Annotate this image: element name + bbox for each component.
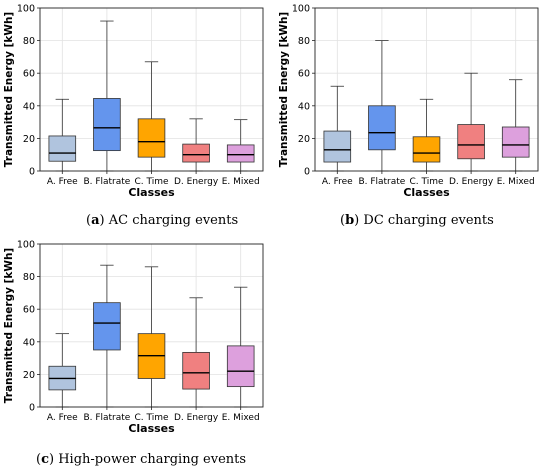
x-tick-label: C. Time xyxy=(409,177,443,187)
y-tick-label: 20 xyxy=(23,370,35,381)
y-tick-label: 80 xyxy=(23,272,35,283)
x-axis-title: Classes xyxy=(128,422,175,435)
x-tick-label: A. Free xyxy=(322,177,353,187)
box-plot-hpc: 0 20 40 60 80 100 A. Free B. Flatrate C. Time D. … xyxy=(3,240,264,435)
caption-dc: (b) DC charging events xyxy=(340,213,494,228)
box-3 xyxy=(412,136,441,163)
y-tick-label: 20 xyxy=(298,134,310,145)
chart-panel-a: 0 20 40 60 80 100 A. Free B. Flatrate C. Time D. … xyxy=(0,0,275,236)
box-5 xyxy=(226,345,255,388)
y-tick-label: 100 xyxy=(292,4,310,15)
y-tick-label: 60 xyxy=(23,305,35,316)
x-tick-label: E. Mixed xyxy=(222,413,260,423)
chart-panel-b: 0 20 40 60 80 100 A. Free B. Flatrate C. Time D. … xyxy=(275,0,550,236)
box-4 xyxy=(182,143,210,163)
box-1 xyxy=(48,135,77,162)
box-2 xyxy=(368,105,396,151)
x-tick-label: B. Flatrate xyxy=(83,413,130,423)
box-4 xyxy=(182,351,210,390)
box-plot-dc: 0 20 40 60 80 100 A. Free B. Flatrate C. Time D. … xyxy=(278,4,539,199)
x-tick-label: D. Energy xyxy=(174,177,219,187)
x-tick-label: A. Free xyxy=(47,177,78,187)
y-tick-label: 60 xyxy=(298,69,310,80)
y-tick-label: 40 xyxy=(23,101,35,112)
y-tick-label: 40 xyxy=(298,101,310,112)
x-tick-label: B. Flatrate xyxy=(358,177,405,187)
y-tick-label: 100 xyxy=(17,4,35,15)
y-axis-title: Transmitted Energy [kWh] xyxy=(278,12,290,167)
box-2 xyxy=(93,98,121,152)
x-tick-label: D. Energy xyxy=(174,413,219,423)
y-tick-label: 100 xyxy=(17,240,35,251)
y-axis-title: Transmitted Energy [kWh] xyxy=(3,248,15,403)
box-plot-ac: 0 20 40 60 80 100 A. Free B. Flatrate C. Time D. … xyxy=(3,4,264,199)
x-tick-label: A. Free xyxy=(47,413,78,423)
y-tick-label: 80 xyxy=(23,36,35,47)
y-tick-label: 40 xyxy=(23,337,35,348)
x-axis-title: Classes xyxy=(403,186,450,199)
y-axis-title: Transmitted Energy [kWh] xyxy=(3,12,15,167)
y-tick-label: 0 xyxy=(304,167,310,178)
x-tick-label: B. Flatrate xyxy=(83,177,130,187)
y-tick-label: 20 xyxy=(23,134,35,145)
y-tick-label: 80 xyxy=(298,36,310,47)
x-tick-label: C. Time xyxy=(134,177,168,187)
chart-panel-c: 0 20 40 60 80 100 A. Free B. Flatrate C. Time D. … xyxy=(0,236,275,471)
x-tick-label: C. Time xyxy=(134,413,168,423)
caption-hpc: (c) High-power charging events xyxy=(36,452,247,467)
box-1 xyxy=(323,130,352,163)
box-4 xyxy=(457,124,485,160)
y-tick-label: 0 xyxy=(29,403,35,414)
box-2 xyxy=(93,302,121,351)
box-3 xyxy=(137,118,166,158)
x-tick-label: E. Mixed xyxy=(497,177,535,187)
box-5 xyxy=(226,144,255,163)
y-tick-label: 0 xyxy=(29,167,35,178)
x-axis-title: Classes xyxy=(128,186,175,199)
caption-ac: (a) AC charging events xyxy=(86,213,239,228)
y-tick-label: 60 xyxy=(23,69,35,80)
x-tick-label: D. Energy xyxy=(449,177,494,187)
box-5 xyxy=(501,126,530,158)
x-tick-label: E. Mixed xyxy=(222,177,260,187)
